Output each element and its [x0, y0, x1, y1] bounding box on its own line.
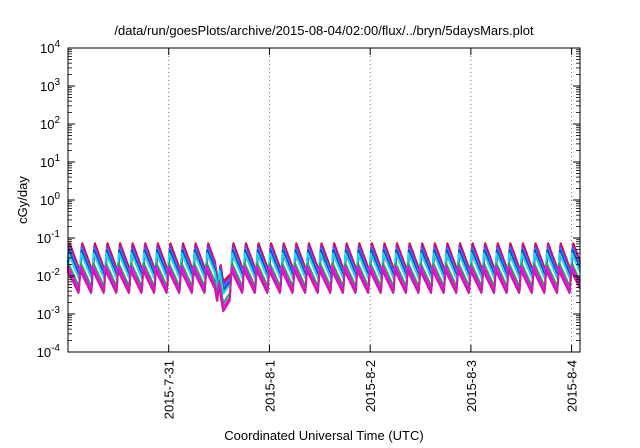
y-tick-label: 103	[40, 77, 60, 94]
y-ticks: 10-4 10-3 10-2 10-1 100 101 102 103 104	[37, 39, 580, 360]
y-tick-label: 102	[40, 115, 60, 132]
x-tick-label: 2015-8-2	[363, 360, 378, 412]
y-tick-label: 10-4	[37, 343, 61, 360]
y-tick-label: 10-1	[37, 229, 61, 246]
chart-title: /data/run/goesPlots/archive/2015-08-04/0…	[114, 23, 534, 38]
series-layer	[67, 242, 581, 313]
y-axis-label: cGy/day	[15, 176, 30, 224]
y-tick-label: 10-2	[37, 267, 61, 284]
x-tick-label: 2015-8-1	[262, 360, 277, 412]
axes	[67, 47, 581, 353]
y-tick-label: 101	[40, 153, 60, 170]
x-tick-label: 2015-8-4	[565, 360, 580, 412]
x-tick-label: 2015-7-31	[162, 360, 177, 419]
y-tick-label: 104	[40, 39, 60, 56]
series-line	[67, 269, 581, 313]
plot-frame	[67, 47, 581, 353]
x-ticks: 2015-7-31 2015-8-1 2015-8-2 2015-8-3 2015-8-…	[162, 48, 580, 419]
y-tick-label: 10-3	[37, 305, 61, 322]
grid	[168, 48, 573, 352]
y-tick-label: 100	[40, 191, 60, 208]
x-tick-label: 2015-8-3	[464, 360, 479, 412]
x-axis-label: Coordinated Universal Time (UTC)	[224, 428, 423, 443]
